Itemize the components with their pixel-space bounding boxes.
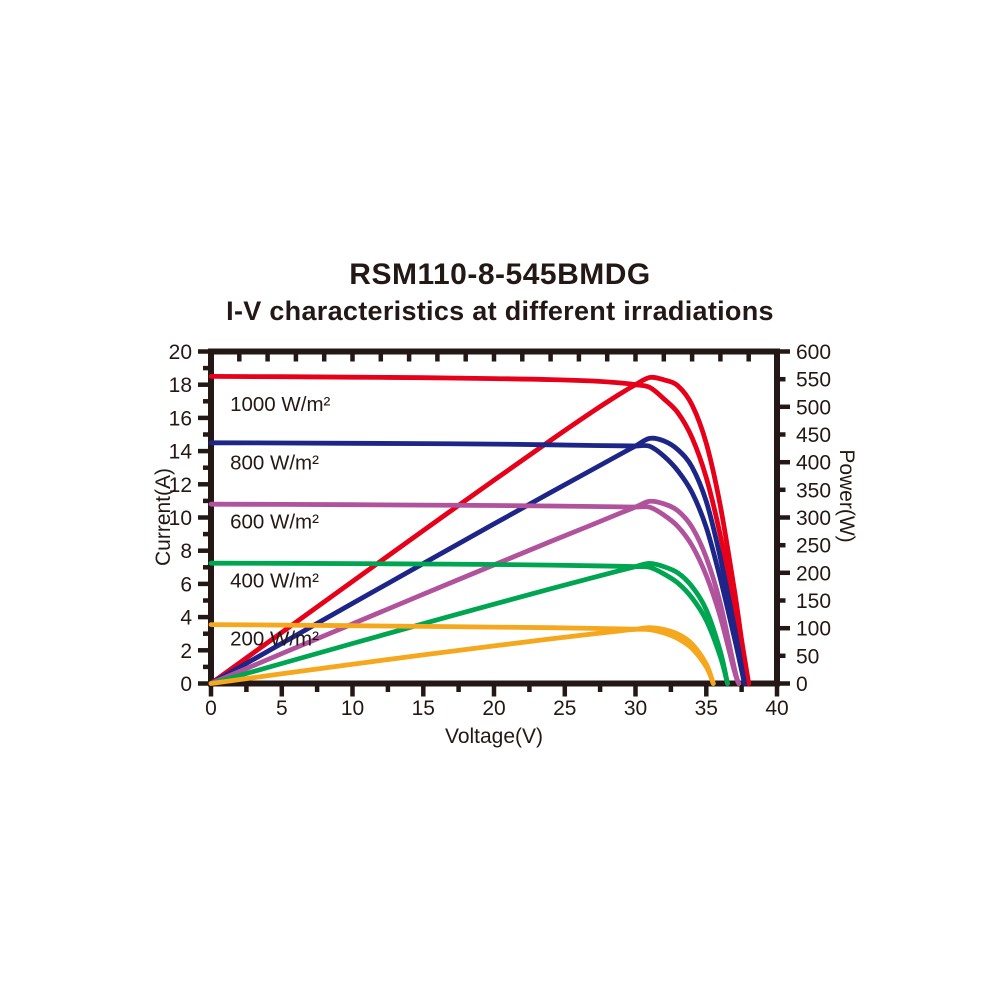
plot-frame <box>208 348 780 687</box>
y-left-tick-label: 16 <box>169 407 192 430</box>
iv-curve-400 <box>208 560 730 686</box>
pv-curve-600 <box>208 498 742 686</box>
series-label-800: 800 W/m² <box>230 452 319 475</box>
y-right-tick-label: 100 <box>796 618 831 641</box>
x-tick-label: 25 <box>553 697 576 720</box>
x-tick-label: 5 <box>276 697 288 720</box>
y-left-tick-label: 8 <box>180 540 192 563</box>
x-axis-title-voltage: Voltage(V) <box>444 725 544 748</box>
series-label-1000: 1000 W/m² <box>230 393 330 416</box>
y-right-tick-label: 450 <box>796 424 831 447</box>
y-right-tick-label: 50 <box>796 645 819 668</box>
iv-curve-1000 <box>208 374 752 686</box>
x-tick-label: 40 <box>765 697 788 720</box>
y-left-tick-label: 4 <box>180 607 192 630</box>
y-right-tick-label: 150 <box>796 590 831 613</box>
y-left-tick-label: 0 <box>180 673 192 696</box>
x-tick-label: 0 <box>205 697 217 720</box>
x-tick-label: 30 <box>624 697 647 720</box>
y-right-tick-label: 350 <box>796 479 831 502</box>
y-left-tick-label: 14 <box>169 441 193 464</box>
y-left-tick-label: 20 <box>169 341 192 364</box>
pv-curve-400 <box>208 561 730 686</box>
x-tick-label: 20 <box>482 697 505 720</box>
series-label-600: 600 W/m² <box>230 511 319 534</box>
pv-curve-1000 <box>208 374 752 686</box>
y-left-tick-label: 2 <box>180 640 192 663</box>
pv-curve-200 <box>208 625 716 686</box>
x-tick-label: 15 <box>412 697 435 720</box>
pv-curve-800 <box>208 435 747 686</box>
y-left-tick-label: 10 <box>169 507 192 530</box>
y-right-tick-label: 500 <box>796 396 831 419</box>
y-right-tick-label: 600 <box>796 341 831 364</box>
chart-title: RSM110-8-545BMDG <box>349 258 651 291</box>
y-right-tick-label: 550 <box>796 369 831 392</box>
y-right-tick-label: 200 <box>796 562 831 585</box>
series-label-200: 200 W/m² <box>230 628 319 651</box>
chart-subtitle: I-V characteristics at different irradia… <box>226 296 774 326</box>
y-right-tick-label: 400 <box>796 452 831 475</box>
y-right-tick-label: 0 <box>796 673 808 696</box>
y-left-tick-label: 6 <box>180 573 192 596</box>
y-left-tick-label: 12 <box>169 474 192 497</box>
y-right-tick-label: 250 <box>796 535 831 558</box>
x-tick-label: 10 <box>341 697 364 720</box>
series-label-400: 400 W/m² <box>230 570 319 593</box>
y-right-tick-label: 300 <box>796 507 831 530</box>
x-tick-label: 35 <box>695 697 718 720</box>
y-left-tick-label: 18 <box>169 374 192 397</box>
